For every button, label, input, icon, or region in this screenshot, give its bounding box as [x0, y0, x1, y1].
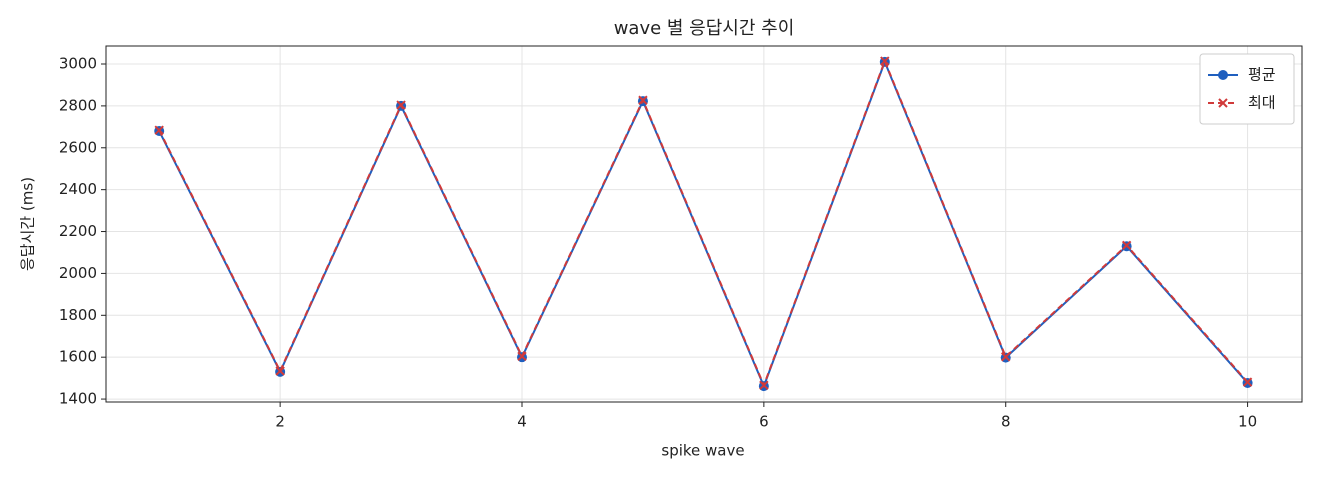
marker	[396, 100, 406, 110]
y-tick-label: 1800	[59, 306, 97, 324]
marker	[1218, 70, 1228, 80]
y-tick-label: 3000	[59, 55, 97, 73]
x-tick-label: 10	[1238, 413, 1257, 431]
x-tick-label: 4	[517, 413, 527, 431]
marker	[638, 95, 648, 105]
y-tick-label: 2400	[59, 180, 97, 198]
y-tick-label: 2200	[59, 222, 97, 240]
y-tick-label: 1400	[59, 390, 97, 408]
marker	[275, 366, 285, 376]
y-tick-label: 2800	[59, 96, 97, 114]
marker-stroke	[1121, 240, 1132, 251]
x-axis-label: spike wave	[661, 442, 744, 460]
marker-stroke	[1242, 377, 1253, 387]
marker	[1001, 352, 1011, 362]
marker-stroke	[1218, 98, 1228, 108]
marker-stroke	[396, 100, 406, 110]
legend-box	[1199, 53, 1295, 125]
marker-stroke	[638, 95, 648, 105]
marker	[1218, 98, 1228, 108]
x-tick-label: 8	[1001, 413, 1011, 431]
chart-title: wave 별 응답시간 추이	[614, 18, 795, 39]
series-line	[158, 59, 1249, 389]
marker	[517, 351, 527, 362]
x-tick-label: 2	[275, 413, 285, 431]
marker	[880, 56, 890, 66]
marker-stroke	[1001, 352, 1011, 362]
legend-label: 최대	[1248, 94, 1276, 112]
marker	[759, 380, 769, 390]
marker-stroke	[759, 380, 769, 390]
y-tick-label: 2600	[59, 138, 97, 156]
y-axis-label: 응답시간 (ms)	[19, 177, 37, 271]
plot-frame	[105, 45, 1303, 403]
y-tick-label: 1600	[59, 348, 97, 366]
marker-stroke	[880, 56, 890, 66]
marker-stroke	[154, 125, 164, 135]
marker	[154, 125, 164, 135]
marker	[1121, 240, 1132, 251]
y-tick-label: 2000	[59, 264, 97, 282]
marker	[1242, 377, 1253, 387]
series-line	[158, 58, 1249, 388]
legend-label: 평균	[1248, 66, 1276, 84]
x-tick-label: 6	[759, 413, 769, 431]
marker-stroke	[517, 351, 527, 362]
marker-stroke	[275, 366, 285, 376]
